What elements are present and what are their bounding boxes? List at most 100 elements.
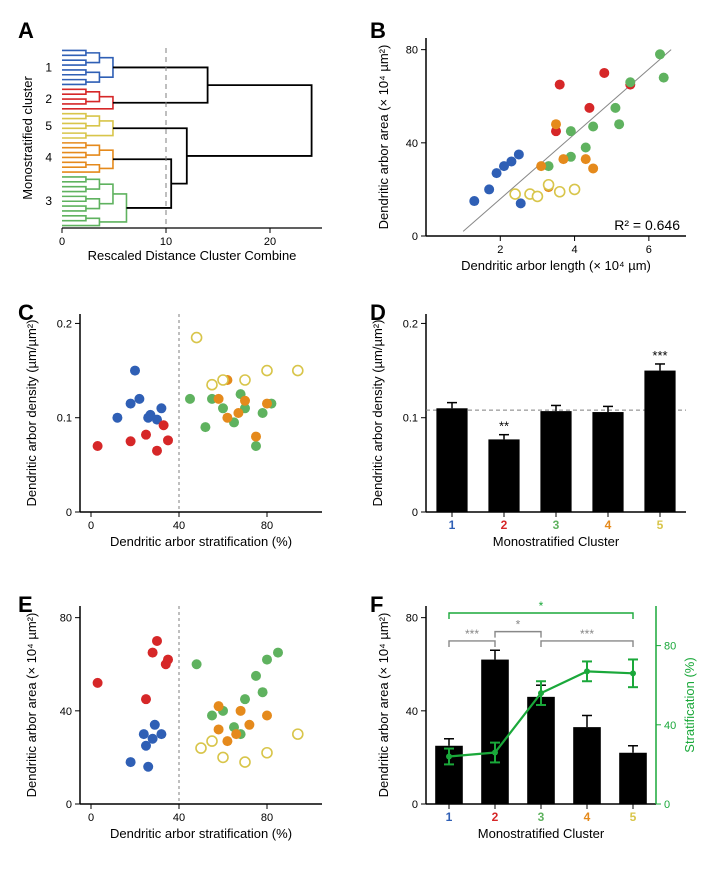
svg-text:80: 80: [406, 45, 418, 57]
scatter-point: [588, 122, 598, 132]
svg-text:Monostratified Cluster: Monostratified Cluster: [493, 534, 620, 549]
scatter-point: [134, 394, 144, 404]
scatter-point: [214, 701, 224, 711]
scatter-point: [555, 187, 565, 197]
svg-text:0: 0: [88, 812, 94, 824]
svg-text:0: 0: [664, 799, 670, 811]
svg-text:1: 1: [45, 60, 52, 74]
svg-text:2: 2: [45, 92, 52, 106]
scatter-point: [258, 408, 268, 418]
svg-text:Monostratified cluster: Monostratified cluster: [20, 76, 35, 200]
scatter-point: [581, 142, 591, 152]
svg-text:40: 40: [173, 520, 185, 532]
figure-root: A01020Rescaled Distance Cluster CombineM…: [0, 0, 708, 883]
svg-text:80: 80: [60, 613, 72, 625]
svg-text:0: 0: [412, 231, 418, 243]
svg-text:5: 5: [657, 518, 664, 532]
svg-text:Dendritic arbor length (× 10⁴: Dendritic arbor length (× 10⁴ µm): [461, 258, 651, 273]
svg-text:2: 2: [501, 518, 508, 532]
bar: [644, 371, 675, 512]
scatter-point: [555, 80, 565, 90]
bar: [527, 697, 555, 804]
scatter-point: [112, 413, 122, 423]
svg-text:Dendritic arbor area (× 10⁴ µm: Dendritic arbor area (× 10⁴ µm²): [24, 613, 39, 798]
scatter-point: [148, 648, 158, 658]
scatter-point: [484, 184, 494, 194]
scatter-point: [139, 729, 149, 739]
svg-text:Dendritic arbor density (µm/µm: Dendritic arbor density (µm/µm²): [24, 320, 39, 507]
svg-text:40: 40: [664, 720, 676, 732]
scatter-point: [558, 154, 568, 164]
scatter-point: [159, 420, 169, 430]
svg-text:Rescaled Distance Cluster Comb: Rescaled Distance Cluster Combine: [88, 248, 297, 263]
svg-text:2: 2: [492, 810, 499, 824]
scatter-point: [516, 198, 526, 208]
scatter-point: [141, 694, 151, 704]
svg-text:4: 4: [572, 244, 578, 256]
scatter-point: [251, 432, 261, 442]
scatter-point: [599, 68, 609, 78]
svg-text:10: 10: [160, 236, 172, 248]
scatter-point: [251, 671, 261, 681]
scatter-point: [584, 103, 594, 113]
scatter-point: [192, 659, 202, 669]
scatter-point: [218, 752, 228, 762]
svg-text:*: *: [539, 599, 544, 613]
svg-text:80: 80: [261, 520, 273, 532]
scatter-point: [126, 436, 136, 446]
scatter-point: [514, 149, 524, 159]
scatter-point: [625, 77, 635, 87]
scatter-point: [551, 119, 561, 129]
scatter-point: [141, 430, 151, 440]
svg-text:80: 80: [664, 641, 676, 653]
scatter-point: [544, 180, 554, 190]
scatter-point: [207, 736, 217, 746]
svg-text:0: 0: [88, 520, 94, 532]
svg-text:**: **: [499, 419, 509, 434]
scatter-point: [196, 743, 206, 753]
scatter-point: [251, 441, 261, 451]
scatter-point: [152, 446, 162, 456]
svg-text:6: 6: [646, 244, 652, 256]
scatter-point: [236, 706, 246, 716]
scatter-point: [126, 399, 136, 409]
scatter-point: [218, 403, 228, 413]
scatter-point: [207, 710, 217, 720]
scatter-point: [185, 394, 195, 404]
svg-text:***: ***: [465, 627, 479, 641]
svg-text:0: 0: [412, 507, 418, 519]
bar: [436, 408, 467, 512]
scatter-point: [240, 694, 250, 704]
scatter-point: [156, 729, 166, 739]
svg-text:Dendritic arbor area (× 10⁴ µm: Dendritic arbor area (× 10⁴ µm²): [376, 45, 391, 230]
svg-text:40: 40: [406, 706, 418, 718]
scatter-point: [614, 119, 624, 129]
svg-text:3: 3: [45, 194, 52, 208]
scatter-point: [93, 441, 103, 451]
svg-text:Dendritic arbor stratification: Dendritic arbor stratification (%): [110, 534, 292, 549]
bar: [481, 660, 509, 804]
bar: [619, 753, 647, 804]
scatter-point: [258, 687, 268, 697]
svg-text:0: 0: [59, 236, 65, 248]
scatter-point: [244, 720, 254, 730]
scatter-point: [148, 734, 158, 744]
svg-text:4: 4: [45, 150, 52, 164]
scatter-point: [222, 736, 232, 746]
scatter-point: [293, 729, 303, 739]
svg-text:80: 80: [406, 613, 418, 625]
svg-text:0: 0: [66, 799, 72, 811]
svg-text:0.2: 0.2: [57, 318, 72, 330]
scatter-point: [214, 394, 224, 404]
scatter-point: [532, 191, 542, 201]
svg-text:3: 3: [553, 518, 560, 532]
scatter-point: [655, 49, 665, 59]
bar: [488, 439, 519, 512]
scatter-point: [222, 413, 232, 423]
svg-text:R² = 0.646: R² = 0.646: [614, 217, 680, 233]
svg-text:1: 1: [446, 810, 453, 824]
scatter-point: [150, 720, 160, 730]
scatter-point: [240, 396, 250, 406]
svg-text:5: 5: [45, 119, 52, 133]
svg-text:20: 20: [264, 236, 276, 248]
